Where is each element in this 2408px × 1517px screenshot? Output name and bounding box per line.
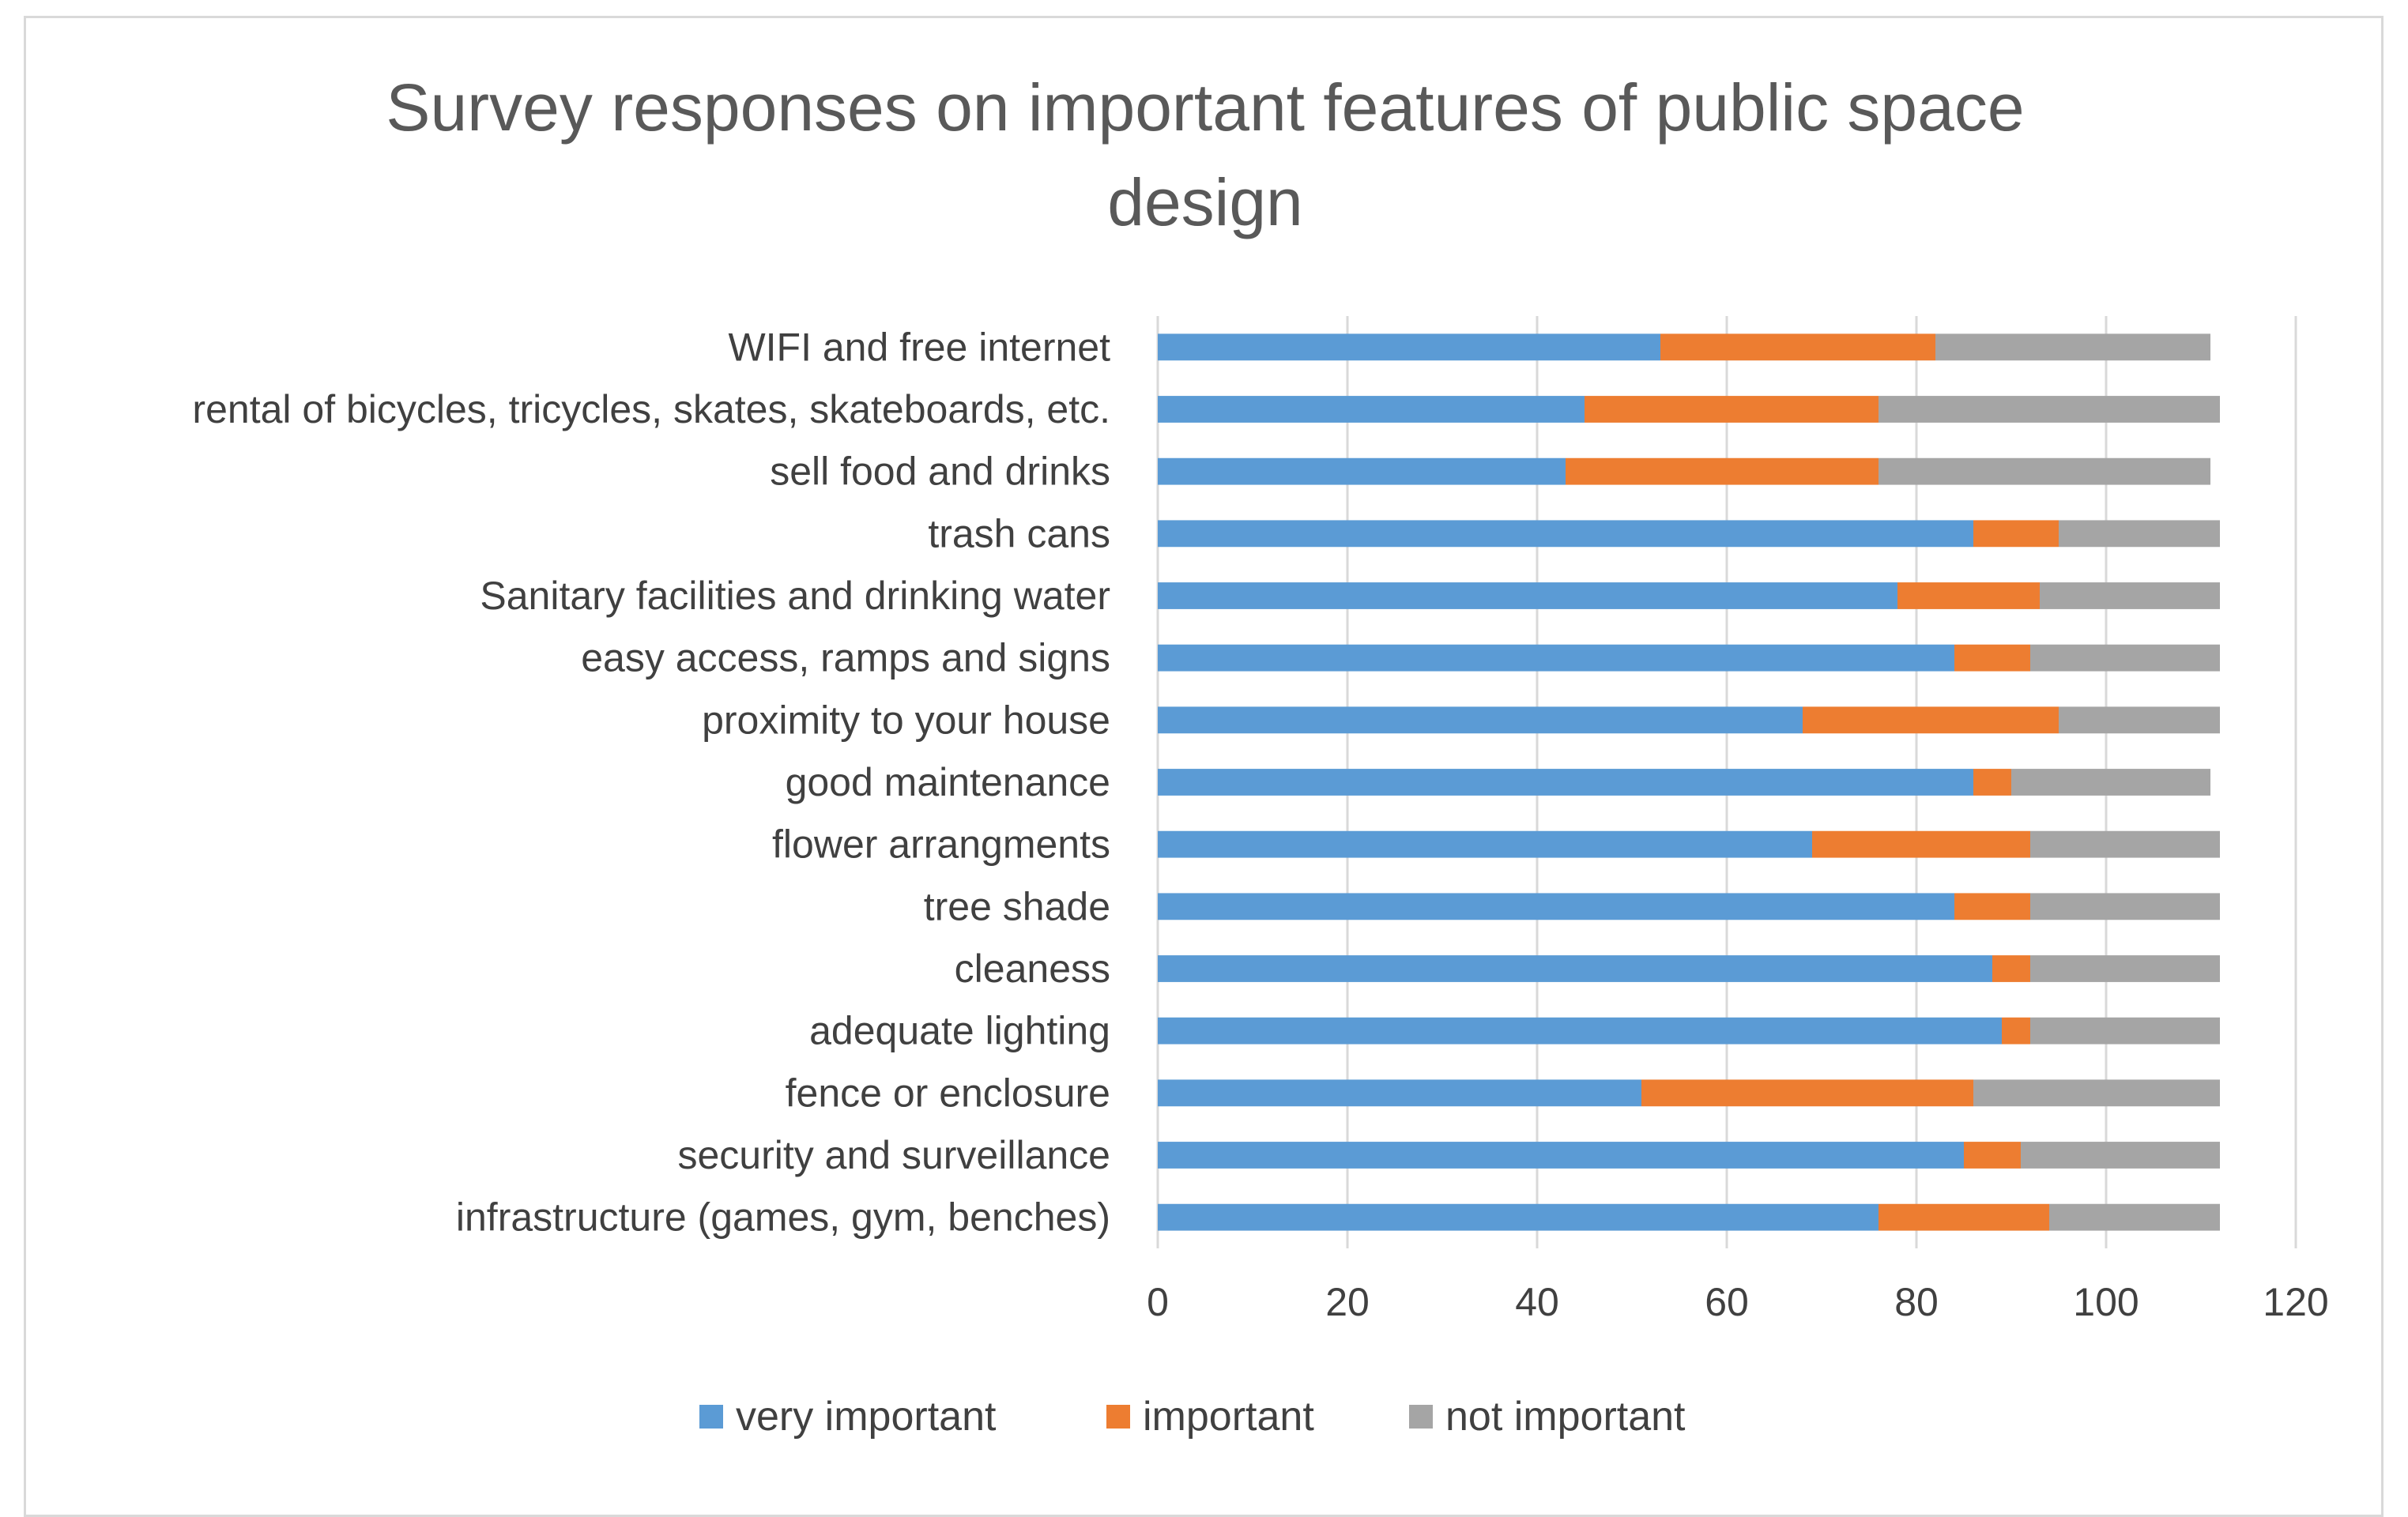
bars	[1158, 333, 2220, 1231]
bar-very-important-fence-or-enclosure	[1158, 1079, 1641, 1107]
legend-swatch-very-important	[699, 1405, 723, 1429]
bar-very-important-security-and-surveillance	[1158, 1142, 1964, 1169]
bar-not-important-proximity-to-your-house	[2059, 706, 2220, 734]
category-label-wifi-and-free-internet: WIFI and free internet	[728, 325, 1110, 369]
category-label-security-and-surveillance: security and surveillance	[678, 1133, 1111, 1177]
bar-important-adequate-lighting	[2002, 1017, 2030, 1045]
bar-important-tree-shade	[1954, 893, 2030, 920]
x-tick-label-120: 120	[2263, 1280, 2328, 1324]
bar-very-important-flower-arrangments	[1158, 830, 1812, 858]
bar-important-security-and-surveillance	[1964, 1142, 2021, 1169]
bar-very-important-wifi-and-free-internet	[1158, 333, 1660, 361]
bar-not-important-cleaness	[2030, 955, 2220, 982]
bar-important-sell-food-and-drinks	[1566, 457, 1879, 485]
bar-not-important-security-and-surveillance	[2021, 1142, 2220, 1169]
x-tick-label-100: 100	[2073, 1280, 2139, 1324]
bar-very-important-infrastructure-games-gym-benches	[1158, 1203, 1879, 1231]
legend-label-very-important: very important	[736, 1394, 997, 1440]
bar-not-important-infrastructure-games-gym-benches	[2049, 1203, 2220, 1231]
bar-not-important-sell-food-and-drinks	[1879, 457, 2210, 485]
bar-important-flower-arrangments	[1812, 830, 2030, 858]
legend-label-important: important	[1143, 1394, 1314, 1440]
category-label-cleaness: cleaness	[955, 947, 1110, 991]
bar-very-important-cleaness	[1158, 955, 1992, 982]
category-label-rental-of-bicycles-tricycles-skates-skateboards-etc: rental of bicycles, tricycles, skates, s…	[192, 387, 1110, 431]
category-label-infrastructure-games-gym-benches: infrastructure (games, gym, benches)	[456, 1195, 1110, 1240]
chart-frame	[24, 16, 2384, 1517]
category-label-trash-cans: trash cans	[928, 511, 1110, 555]
category-label-fence-or-enclosure: fence or enclosure	[786, 1071, 1110, 1115]
bar-important-fence-or-enclosure	[1641, 1079, 1973, 1107]
legend-swatch-not-important	[1409, 1405, 1433, 1429]
category-label-flower-arrangments: flower arrangments	[772, 822, 1110, 867]
chart-title-line-1: Survey responses on important features o…	[386, 70, 2024, 145]
bar-not-important-adequate-lighting	[2030, 1017, 2220, 1045]
bar-very-important-sell-food-and-drinks	[1158, 457, 1566, 485]
bar-not-important-easy-access-ramps-and-signs	[2030, 644, 2220, 672]
bar-not-important-wifi-and-free-internet	[1935, 333, 2210, 361]
bar-very-important-rental-of-bicycles-tricycles-skates-skateboards-etc	[1158, 396, 1585, 423]
bar-very-important-sanitary-facilities-and-drinking-water	[1158, 582, 1897, 609]
bar-very-important-easy-access-ramps-and-signs	[1158, 644, 1954, 672]
bar-important-easy-access-ramps-and-signs	[1954, 644, 2030, 672]
bar-important-proximity-to-your-house	[1803, 706, 2059, 734]
bar-important-rental-of-bicycles-tricycles-skates-skateboards-etc	[1585, 396, 1879, 423]
bar-important-trash-cans	[1973, 520, 2059, 548]
x-tick-label-80: 80	[1894, 1280, 1939, 1324]
bar-important-good-maintenance	[1973, 769, 2011, 796]
x-tick-label-20: 20	[1325, 1280, 1370, 1324]
bar-important-infrastructure-games-gym-benches	[1879, 1203, 2049, 1231]
x-tick-labels: 0 20 40 60 80 100 120	[1147, 1280, 2329, 1324]
bar-not-important-trash-cans	[2059, 520, 2220, 548]
bar-not-important-rental-of-bicycles-tricycles-skates-skateboards-etc	[1879, 396, 2220, 423]
x-tick-label-60: 60	[1705, 1280, 1749, 1324]
bar-very-important-adequate-lighting	[1158, 1017, 2002, 1045]
bar-very-important-trash-cans	[1158, 520, 1973, 548]
bar-important-cleaness	[1992, 955, 2030, 982]
chart-title-line-2: design	[1107, 165, 1303, 239]
legend-swatch-important	[1106, 1405, 1130, 1429]
bar-very-important-tree-shade	[1158, 893, 1954, 920]
bar-very-important-good-maintenance	[1158, 769, 1973, 796]
legend: very important important not important	[699, 1394, 1686, 1440]
bar-not-important-sanitary-facilities-and-drinking-water	[2040, 582, 2220, 609]
bar-not-important-good-maintenance	[2011, 769, 2210, 796]
category-label-sell-food-and-drinks: sell food and drinks	[770, 450, 1110, 494]
bar-important-wifi-and-free-internet	[1660, 333, 1935, 361]
bar-not-important-flower-arrangments	[2030, 830, 2220, 858]
category-labels: WIFI and free internet rental of bicycles…	[192, 325, 1110, 1239]
x-tick-label-40: 40	[1515, 1280, 1559, 1324]
bar-not-important-fence-or-enclosure	[1973, 1079, 2220, 1107]
category-label-proximity-to-your-house: proximity to your house	[702, 698, 1110, 742]
x-tick-label-0: 0	[1147, 1280, 1169, 1324]
bar-important-sanitary-facilities-and-drinking-water	[1897, 582, 2040, 609]
chart-title: Survey responses on important features o…	[386, 70, 2024, 239]
legend-label-not-important: not important	[1445, 1394, 1686, 1440]
category-label-good-maintenance: good maintenance	[786, 760, 1110, 804]
category-label-tree-shade: tree shade	[924, 884, 1110, 928]
bar-very-important-proximity-to-your-house	[1158, 706, 1803, 734]
category-label-sanitary-facilities-and-drinking-water: Sanitary facilities and drinking water	[480, 574, 1110, 618]
category-label-adequate-lighting: adequate lighting	[809, 1009, 1110, 1053]
bar-not-important-tree-shade	[2030, 893, 2220, 920]
category-label-easy-access-ramps-and-signs: easy access, ramps and signs	[581, 636, 1110, 680]
